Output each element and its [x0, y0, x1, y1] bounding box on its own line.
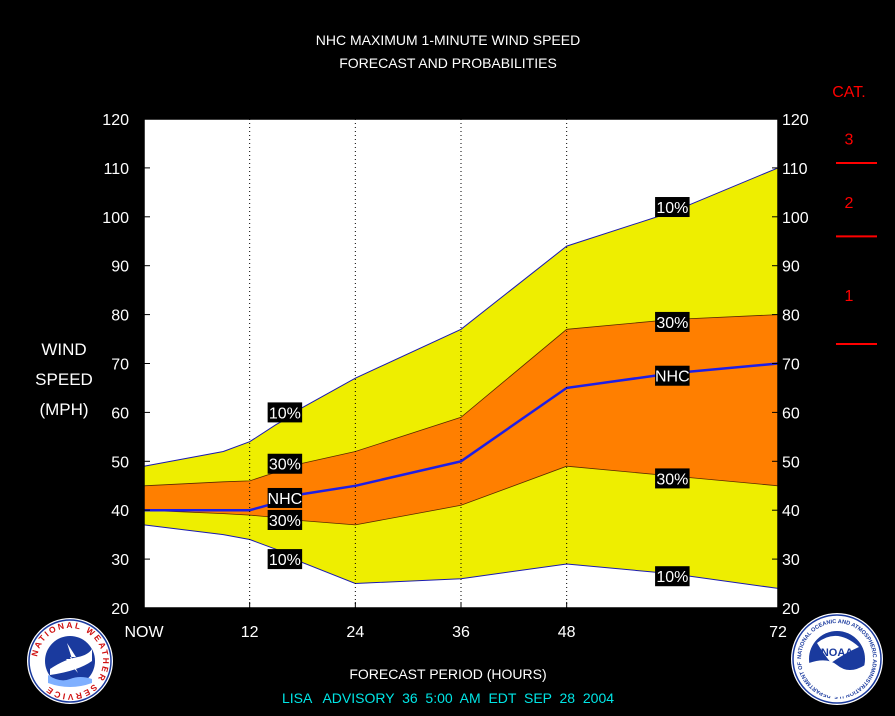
category-scale-title: CAT.	[832, 84, 865, 101]
x-tick-label: 24	[346, 624, 364, 641]
y-tick-label-left: 30	[111, 552, 129, 569]
probability-label: 30%	[655, 311, 690, 332]
y-tick-label-right: 110	[782, 161, 808, 178]
probability-label-box	[655, 311, 690, 332]
y-tick-label-left: 60	[111, 405, 129, 422]
category-label: 2	[845, 195, 854, 212]
y-tick-label-left: 90	[111, 259, 129, 276]
noaa-logo: NATIONAL OCEANIC AND ATMOSPHERIC ADMINIS…	[791, 613, 883, 705]
category-label: 3	[845, 132, 854, 149]
probability-label-text: 30%	[269, 457, 301, 474]
y-tick-label-right: 40	[782, 503, 800, 520]
y-tick-label-left: 40	[111, 503, 129, 520]
probability-label: 10%	[655, 197, 690, 218]
y-tick-label-left: 80	[111, 308, 129, 325]
probability-label-text: 10%	[656, 569, 688, 586]
y-tick-label-left: 50	[111, 454, 129, 471]
probability-label-box	[267, 453, 303, 474]
probability-label-text: 30%	[656, 471, 688, 488]
probability-label-box	[267, 402, 303, 423]
y-axis-label: WIND SPEED (MPH)	[35, 340, 93, 419]
probability-label: 30%	[267, 453, 303, 474]
probability-label-box	[655, 468, 690, 489]
y-tick-label-left: 100	[102, 210, 129, 227]
probability-label: 30%	[655, 468, 690, 489]
y-tick-label-right: 60	[782, 405, 800, 422]
noaa-logo-text: NOAA	[821, 647, 853, 659]
y-axis-label-line: (MPH)	[39, 400, 88, 419]
chart-title: NHC MAXIMUM 1-MINUTE WIND SPEED	[316, 32, 580, 48]
probability-label: NHC	[267, 487, 303, 508]
probability-label-text: 10%	[269, 552, 301, 569]
probability-label-box	[655, 365, 690, 386]
y-tick-label-right: 80	[782, 308, 800, 325]
probability-label-text: 10%	[656, 200, 688, 217]
wave-icon	[809, 660, 865, 697]
national-weather-service-logo: NATIONAL WEATHER SERVICE	[27, 618, 113, 704]
probability-label: 10%	[655, 566, 690, 587]
y-tick-label-right: 120	[782, 112, 809, 129]
y-tick-label-left: 120	[102, 112, 129, 129]
x-tick-label: 48	[558, 624, 576, 641]
y-tick-label-right: 20	[782, 601, 800, 618]
probability-label: 10%	[267, 549, 303, 570]
y-axis-label-line: SPEED	[35, 370, 93, 389]
y-tick-label-left: 20	[111, 601, 129, 618]
probability-label-text: NHC	[268, 491, 303, 508]
probability-label-box	[655, 566, 690, 587]
probability-label-box	[655, 197, 690, 218]
probability-label: 10%	[267, 402, 303, 423]
y-tick-label-right: 50	[782, 454, 800, 471]
y-tick-label-left: 110	[103, 161, 129, 178]
bird-icon	[817, 635, 859, 663]
probability-label-text: 10%	[269, 405, 301, 422]
advisory-line: LISA ADVISORY 36 5:00 AM EDT SEP 28 2004	[282, 690, 614, 706]
probability-label-box	[267, 487, 303, 508]
x-axis-label: FORECAST PERIOD (HOURS)	[349, 666, 546, 682]
y-tick-label-right: 100	[782, 210, 809, 227]
plot-area: 10% 30% NHC 30% 10% 10% 30% NHC 30% 10%	[143, 118, 779, 609]
y-tick-label-right: 30	[782, 552, 800, 569]
probability-label-box	[267, 549, 303, 570]
x-tick-label: 36	[452, 624, 470, 641]
probability-label-box	[267, 509, 303, 530]
x-tick-label: 12	[241, 624, 259, 641]
probability-label-text: NHC	[655, 369, 690, 386]
x-tick-label: NOW	[124, 624, 164, 641]
probability-label-text: 30%	[269, 513, 301, 530]
chart-subtitle: FORECAST AND PROBABILITIES	[339, 55, 557, 71]
y-tick-label-right: 70	[782, 357, 800, 374]
probability-label: NHC	[655, 365, 690, 386]
y-tick-label-right: 90	[782, 259, 800, 276]
y-tick-label-left: 70	[111, 357, 129, 374]
y-axis-label-line: WIND	[41, 340, 86, 359]
category-label: 1	[845, 288, 854, 305]
probability-label-text: 30%	[656, 315, 688, 332]
x-tick-label: 72	[769, 624, 787, 641]
probability-label: 30%	[267, 509, 303, 530]
